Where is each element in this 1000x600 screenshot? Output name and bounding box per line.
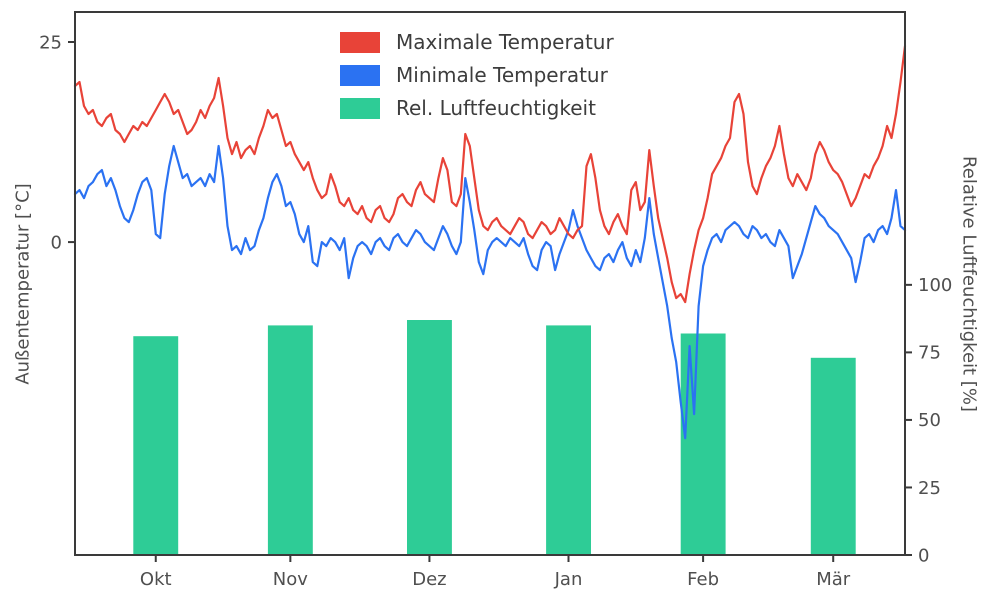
legend-item-min-temp: Minimale Temperatur <box>340 63 614 87</box>
humidity-bar-Feb <box>680 333 726 555</box>
tmin-line <box>73 144 907 440</box>
humidity-bar-Jan <box>546 325 591 555</box>
tmax-line <box>73 44 907 304</box>
month-tick-label-Okt: Okt <box>140 569 172 590</box>
right-axis-title: Relative Luftfeuchtigkeit [%] <box>958 156 980 412</box>
legend-item-humidity: Rel. Luftfeuchtigkeit <box>340 96 614 120</box>
humidity-bar-Mär <box>810 357 856 555</box>
right-tick-label: 25 <box>918 478 941 499</box>
month-tick-label-Jan: Jan <box>554 569 583 590</box>
left-tick-label: 25 <box>39 32 62 53</box>
month-tick-label-Nov: Nov <box>273 569 308 590</box>
month-tick-label-Mär: Mär <box>816 569 851 590</box>
legend-item-max-temp: Maximale Temperatur <box>340 30 614 54</box>
humidity-bar-Okt <box>133 336 179 555</box>
right-tick-label: 100 <box>918 275 952 296</box>
legend-label-max-temp: Maximale Temperatur <box>396 30 614 54</box>
max-temp-swatch <box>340 31 380 53</box>
legend: Maximale Temperatur Minimale Temperatur … <box>340 30 614 129</box>
month-tick-label-Feb: Feb <box>687 569 719 590</box>
left-tick-label: 0 <box>51 232 62 253</box>
legend-label-humidity: Rel. Luftfeuchtigkeit <box>396 96 596 120</box>
month-tick-label-Dez: Dez <box>412 569 446 590</box>
right-tick-label: 75 <box>918 343 941 364</box>
humidity-bar-Dez <box>407 320 452 555</box>
left-axis-title: Außentemperatur [°C] <box>12 183 34 385</box>
legend-label-min-temp: Minimale Temperatur <box>396 63 608 87</box>
right-tick-label: 0 <box>918 545 929 566</box>
humidity-swatch <box>340 97 380 119</box>
right-tick-label: 50 <box>918 410 941 431</box>
min-temp-swatch <box>340 64 380 86</box>
humidity-bar-Nov <box>267 325 313 555</box>
plot-border <box>74 11 906 556</box>
